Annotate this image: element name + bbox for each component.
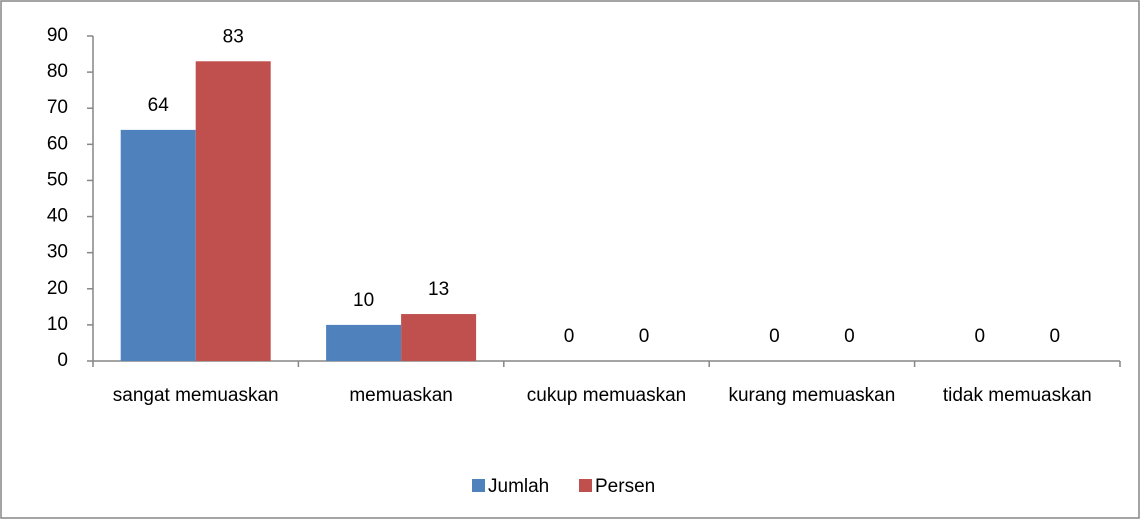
bar — [326, 324, 402, 361]
value-label: 64 — [148, 95, 170, 116]
bar — [401, 314, 477, 361]
value-label: 0 — [769, 326, 780, 347]
legend-swatch — [579, 479, 592, 492]
y-tick-label: 20 — [47, 278, 68, 299]
legend-label: Jumlah — [488, 476, 549, 497]
y-tick-label: 70 — [47, 97, 68, 118]
y-tick-label: 40 — [47, 206, 68, 227]
value-label: 13 — [428, 279, 449, 300]
value-label: 0 — [639, 326, 650, 347]
x-tick-label: cukup memuaskan — [527, 385, 686, 406]
x-tick-label: tidak memuaskan — [943, 385, 1092, 406]
x-tick-label: kurang memuaskan — [728, 385, 895, 406]
value-label: 10 — [353, 290, 374, 311]
y-tick-label: 0 — [57, 350, 68, 371]
y-tick-label: 60 — [47, 133, 68, 154]
bar — [195, 61, 271, 362]
y-tick-label: 10 — [47, 314, 68, 335]
legend-label: Persen — [595, 476, 655, 497]
value-label: 0 — [1050, 326, 1061, 347]
y-tick-label: 50 — [47, 169, 68, 190]
x-tick-label: memuaskan — [349, 385, 453, 406]
y-tick-label: 80 — [47, 61, 68, 82]
y-tick-label: 90 — [47, 25, 68, 46]
x-tick-label: sangat memuaskan — [113, 385, 279, 406]
legend-swatch — [472, 479, 485, 492]
value-label: 0 — [844, 326, 855, 347]
value-label: 0 — [564, 326, 575, 347]
value-label: 0 — [975, 326, 986, 347]
bar — [120, 129, 196, 361]
y-tick-label: 30 — [47, 242, 68, 263]
value-label: 83 — [223, 26, 244, 47]
